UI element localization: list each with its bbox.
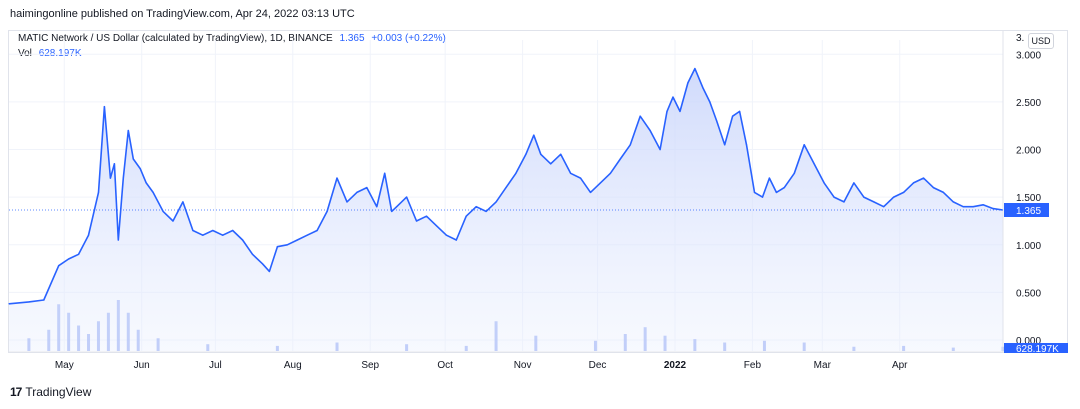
legend-symbol[interactable]: MATIC Network / US Dollar (calculated by… (18, 33, 333, 44)
footer-brand-label: TradingView (25, 385, 92, 399)
x-tick-label: Jun (134, 360, 150, 371)
legend-volume-row: Vol 628.197K (18, 48, 86, 59)
currency-button[interactable]: USD (1028, 33, 1054, 49)
x-tick-label: Dec (589, 360, 607, 371)
legend-change: +0.003 (+0.22%) (371, 33, 446, 44)
x-tick-label: Sep (361, 360, 379, 371)
x-tick-label: Feb (744, 360, 762, 371)
x-tick-label: 2022 (664, 360, 687, 371)
x-tick-label: May (55, 360, 74, 371)
legend-vol-label[interactable]: Vol (18, 48, 32, 59)
x-tick-label: Mar (814, 360, 832, 371)
x-tick-label: Nov (514, 360, 532, 371)
x-tick-label: Jul (209, 360, 222, 371)
tradingview-logo-icon: 17 (10, 385, 22, 399)
footer-brand[interactable]: 17 TradingView (10, 385, 91, 399)
legend-vol-value: 628.197K (38, 48, 82, 59)
legend-symbol-row: MATIC Network / US Dollar (calculated by… (18, 33, 450, 44)
x-tick-label: Oct (437, 360, 453, 371)
x-tick-label: Aug (284, 360, 302, 371)
x-tick-label: Apr (892, 360, 908, 371)
legend-last-price: 1.365 (339, 33, 365, 44)
chart-frame[interactable] (8, 30, 1068, 353)
publish-line: haimingonline published on TradingView.c… (10, 8, 355, 20)
